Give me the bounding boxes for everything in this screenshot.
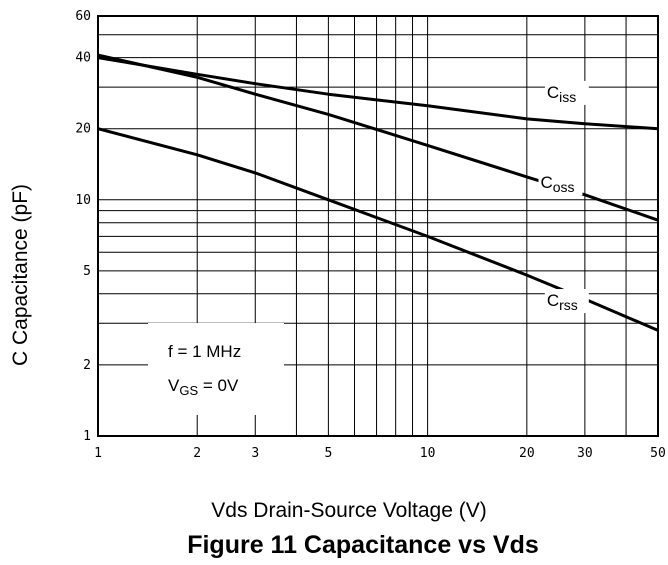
- series-label-bg-oss: [538, 171, 583, 196]
- series-line-iss: [97, 56, 659, 131]
- x-tick-label: 1: [94, 446, 102, 461]
- y-tick-label: 60: [75, 9, 91, 24]
- x-tick-label: 2: [193, 446, 201, 461]
- x-axis-label: Vds Drain-Source Voltage (V): [211, 499, 486, 522]
- x-tick-label: 3: [251, 446, 259, 461]
- series-labels: Ciss Coss Crss: [538, 80, 589, 314]
- annotation-frequency: f = 1 MHz: [168, 342, 241, 361]
- x-tick-label: 30: [577, 446, 593, 461]
- series-line-oss: [97, 53, 659, 222]
- x-tick-label: 10: [420, 446, 436, 461]
- x-tick-label: 5: [324, 446, 332, 461]
- chart-title: Figure 11 Capacitance vs Vds: [187, 531, 539, 559]
- y-tick-label: 20: [75, 122, 91, 137]
- y-tick-label: 1: [83, 429, 91, 444]
- y-tick-label: 2: [83, 358, 91, 373]
- annotation-background: [148, 323, 284, 415]
- annotation-vgs: VGS = 0V: [168, 376, 239, 398]
- test-condition-annotation: f = 1 MHz VGS = 0V: [148, 323, 284, 415]
- series-label-rss: Crss: [547, 291, 578, 313]
- series-label-iss: Ciss: [547, 83, 576, 105]
- x-tick-labels: 1 2 3 5 10 20 30 50: [94, 446, 666, 461]
- plot-frame: [97, 15, 659, 437]
- y-tick-labels: 1 2 5 10 20 40 60: [75, 9, 91, 444]
- y-tick-label: 5: [83, 264, 91, 279]
- x-tick-label: 20: [519, 446, 535, 461]
- y-tick-label: 40: [75, 51, 91, 66]
- x-tick-label: 50: [650, 446, 666, 461]
- series-label-oss: Coss: [540, 173, 574, 195]
- y-axis-label: C Capacitance (pF): [9, 184, 32, 366]
- y-tick-label: 10: [75, 193, 91, 208]
- series-label-bg-rss: [544, 289, 589, 314]
- series-label-bg-iss: [544, 80, 589, 105]
